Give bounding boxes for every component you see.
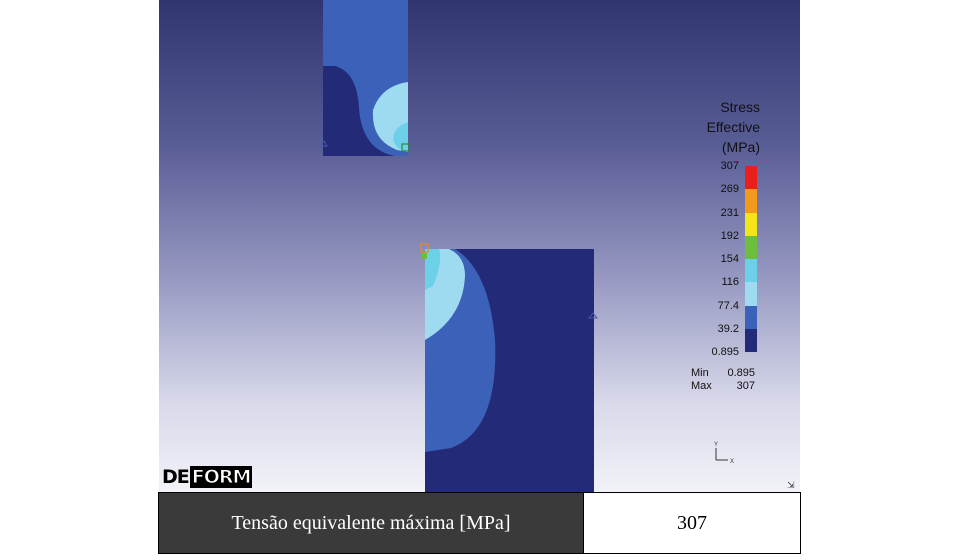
colorbar-segment-1 [745,189,757,213]
lower-contact-marker [420,243,429,253]
legend-max-label: Max [691,380,712,392]
axis-x-label: X [730,459,734,465]
colorbar-segment-3 [745,235,757,259]
legend-tick-4: 154 [720,253,739,265]
colorbar-segment-6 [745,305,757,329]
lower-part-peak-zone [425,249,441,290]
legend-max-row: Max 307 [691,380,755,393]
table-label-cell: Tensão equivalente máxima [MPa] [159,493,583,553]
axis-triad-icon: Y X [714,442,734,465]
legend-tick-0: 307 [720,160,739,172]
legend-tick-7: 39.2 [717,322,739,335]
stress-contour-plot [318,0,599,492]
legend-min-max: Min 0.895 Max 307 [691,367,755,393]
legend-tick-8: 0.895 [711,346,739,358]
simulation-viewport[interactable]: Stress Effective (MPa) 307 269 231 192 154 11… [159,0,800,492]
legend-colorbar [745,166,757,352]
lower-right-node [587,312,599,319]
legend-max-value: 307 [736,380,755,392]
deform-logo: DE FORM [161,466,253,489]
legend-tick-1: 269 [720,183,739,196]
legend-tick-5: 116 [721,276,739,289]
colorbar-segment-5 [745,282,757,306]
upper-workpiece [318,0,410,156]
colorbar-segment-2 [745,212,757,236]
legend-title-line-3: (MPa) [721,139,760,155]
colorbar-segment-0 [745,166,757,190]
lower-contact-green [422,253,427,259]
legend-title-line-2: Effective [706,119,760,135]
results-table: Tensão equivalente máxima [MPa] 307 [158,492,801,554]
colorbar-segment-7 [745,328,757,352]
legend-tick-2: 231 [720,206,739,219]
legend-min-row: Min 0.895 [691,367,755,380]
legend-title-line-1: Stress [720,99,760,115]
legend-tick-6: 77.4 [717,299,739,312]
lower-workpiece [420,243,599,492]
legend-min-label: Min [691,367,709,379]
upper-part-low-stress-zone [323,66,395,156]
legend-title: Stress Effective (MPa) [640,97,760,157]
legend-tick-3: 192 [720,229,739,242]
legend-tick-labels: 307 269 231 192 154 116 77.4 39.2 0.895 [679,158,739,358]
logo-part-2: FORM [189,466,253,489]
legend-min-value: 0.895 [727,367,755,379]
table-value-cell: 307 [583,493,800,553]
logo-part-1: DE [162,466,190,488]
axis-y-label: Y [714,442,718,448]
upper-contact-marker [401,143,410,152]
corner-cursor-icon: ⇲ [787,480,795,490]
colorbar-segment-4 [745,259,757,283]
upper-left-node [318,140,328,147]
